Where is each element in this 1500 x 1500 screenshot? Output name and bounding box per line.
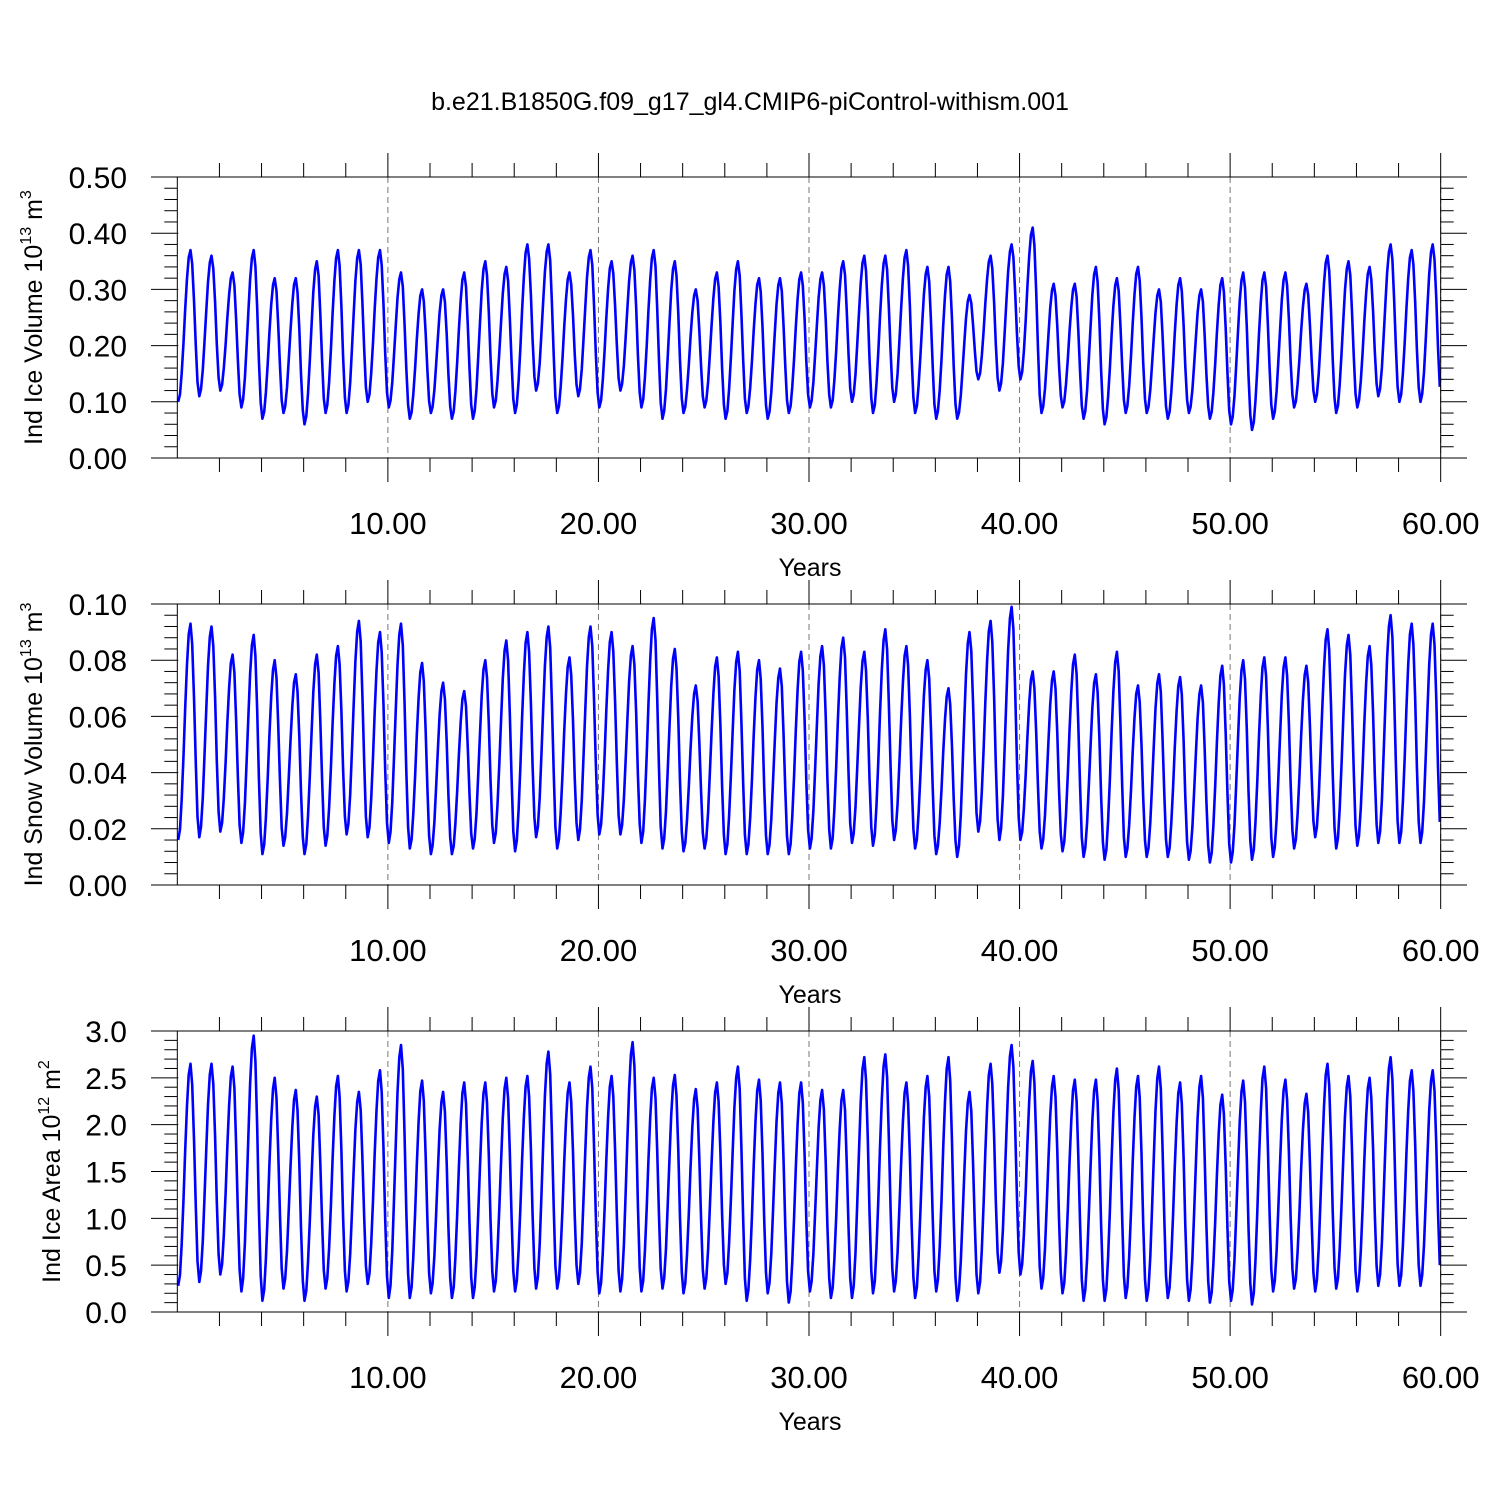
- y-tick-label: 0.00: [69, 870, 127, 903]
- x-tick-label: 40.00: [981, 1360, 1059, 1395]
- y-tick-label: 0.06: [69, 701, 127, 734]
- y-tick-label: 0.0: [85, 1297, 127, 1330]
- series-line: [176, 226, 1442, 432]
- x-tick-label: 50.00: [1191, 933, 1269, 968]
- y-tick-label: 0.20: [69, 331, 127, 364]
- y-tick-label: 0.50: [69, 162, 127, 195]
- x-tick-label: 30.00: [770, 1360, 848, 1395]
- x-tick-label: 20.00: [560, 933, 638, 968]
- x-tick-label: 10.00: [349, 1360, 427, 1395]
- x-tick-label: 20.00: [560, 506, 638, 541]
- y-tick-label: 2.5: [85, 1063, 127, 1096]
- y-axis-label: Ind Ice Area 1012 m2: [36, 1060, 66, 1283]
- x-tick-label: 60.00: [1402, 506, 1480, 541]
- x-tick-label: 30.00: [770, 506, 848, 541]
- y-tick-label: 0.08: [69, 645, 127, 678]
- series-line: [176, 605, 1442, 864]
- x-axis-label: Years: [778, 554, 841, 582]
- chart-title: b.e21.B1850G.f09_g17_gl4.CMIP6-piControl…: [431, 88, 1069, 116]
- y-tick-label: 0.02: [69, 814, 127, 847]
- y-tick-label: 1.5: [85, 1157, 127, 1190]
- y-tick-label: 2.0: [85, 1110, 127, 1143]
- x-tick-label: 60.00: [1402, 1360, 1480, 1395]
- y-tick-label: 0.10: [69, 387, 127, 420]
- panel-1: 0.00 0.10 0.20 0.30 0.40 0.50 10.00 20.00 30.00 4…: [18, 153, 1479, 582]
- x-tick-label: 10.00: [349, 933, 427, 968]
- y-tick-label: 3.0: [85, 1016, 127, 1049]
- x-tick-label: 40.00: [981, 506, 1059, 541]
- x-tick-label: 10.00: [349, 506, 427, 541]
- y-tick-label: 0.00: [69, 443, 127, 476]
- y-tick-label: 0.30: [69, 274, 127, 307]
- y-tick-label: 0.10: [69, 589, 127, 622]
- x-tick-label: 30.00: [770, 933, 848, 968]
- y-tick-label: 0.04: [69, 758, 127, 791]
- x-tick-label: 40.00: [981, 933, 1059, 968]
- series-line: [176, 1034, 1442, 1306]
- x-axis-label: Years: [778, 981, 841, 1009]
- y-tick-label: 0.40: [69, 218, 127, 251]
- y-tick-label: 1.0: [85, 1203, 127, 1236]
- y-tick-label: 0.5: [85, 1250, 127, 1283]
- x-tick-label: 20.00: [560, 1360, 638, 1395]
- panel-3: 0.0 0.5 1.0 1.5 2.0 2.5 3.0 10.00 20.00 30.00 40.0…: [36, 1007, 1479, 1436]
- x-tick-label: 50.00: [1191, 1360, 1269, 1395]
- x-axis-label: Years: [778, 1408, 841, 1436]
- panel-2: 0.00 0.02 0.04 0.06 0.08 0.10 10.00 20.00 30.00 4…: [18, 580, 1479, 1009]
- y-axis-label: Ind Ice Volume 1013 m3: [18, 190, 48, 445]
- x-tick-label: 60.00: [1402, 933, 1480, 968]
- x-tick-label: 50.00: [1191, 506, 1269, 541]
- y-axis-label: Ind Snow Volume 1013 m3: [18, 603, 48, 887]
